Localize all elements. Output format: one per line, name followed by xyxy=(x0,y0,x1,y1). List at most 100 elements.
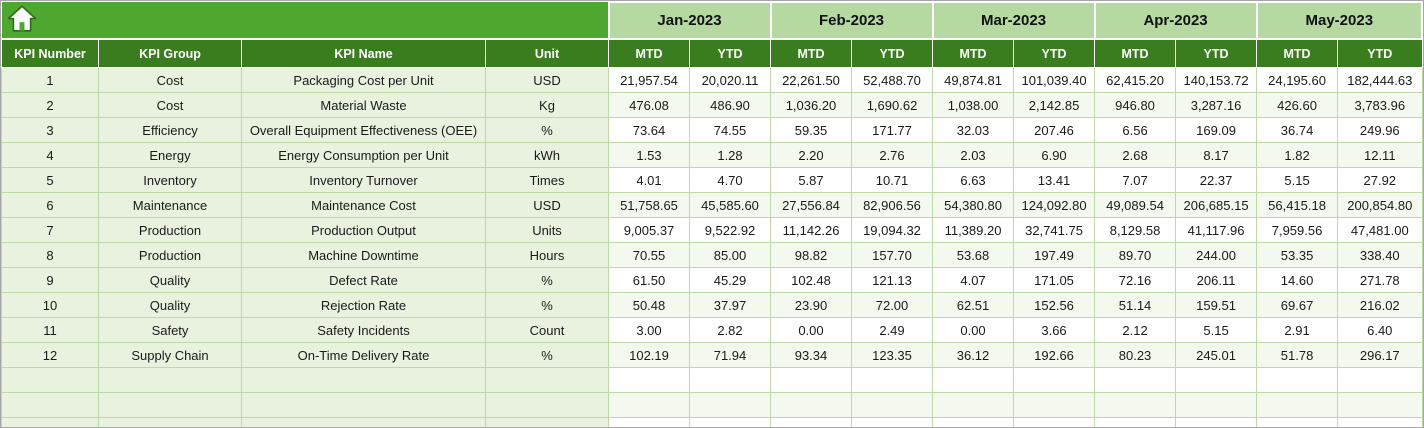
empty-cell[interactable] xyxy=(608,367,690,393)
value-cell[interactable]: 72.00 xyxy=(850,292,934,318)
value-cell[interactable]: 27,556.84 xyxy=(770,192,852,218)
kpi-number-cell[interactable]: 12 xyxy=(1,342,99,368)
value-cell[interactable]: 9,522.92 xyxy=(689,217,771,243)
value-cell[interactable]: 338.40 xyxy=(1337,242,1423,268)
value-cell[interactable]: 207.46 xyxy=(1013,117,1096,143)
unit-cell[interactable]: kWh xyxy=(485,142,609,168)
kpi-group-cell[interactable]: Energy xyxy=(98,142,242,168)
empty-cell[interactable] xyxy=(1256,417,1339,427)
unit-cell[interactable]: Kg xyxy=(485,92,609,118)
value-cell[interactable]: 98.82 xyxy=(770,242,852,268)
value-cell[interactable]: 244.00 xyxy=(1175,242,1258,268)
value-cell[interactable]: 13.41 xyxy=(1013,167,1096,193)
kpi-name-cell[interactable]: Material Waste xyxy=(241,92,486,118)
unit-cell[interactable]: Hours xyxy=(485,242,609,268)
value-cell[interactable]: 192.66 xyxy=(1013,342,1096,368)
value-cell[interactable]: 70.55 xyxy=(608,242,690,268)
empty-cell[interactable] xyxy=(770,367,852,393)
empty-cell[interactable] xyxy=(770,392,852,418)
kpi-group-cell[interactable]: Efficiency xyxy=(98,117,242,143)
value-cell[interactable]: 14.60 xyxy=(1256,267,1339,293)
kpi-name-cell[interactable]: Rejection Rate xyxy=(241,292,486,318)
value-cell[interactable]: 56,415.18 xyxy=(1256,192,1339,218)
value-cell[interactable]: 80.23 xyxy=(1094,342,1177,368)
value-cell[interactable]: 45,585.60 xyxy=(689,192,771,218)
value-cell[interactable]: 45.29 xyxy=(689,267,771,293)
kpi-number-cell[interactable]: 1 xyxy=(1,67,99,93)
kpi-group-cell[interactable]: Production xyxy=(98,217,242,243)
value-cell[interactable]: 7,959.56 xyxy=(1256,217,1339,243)
value-cell[interactable]: 51.14 xyxy=(1094,292,1177,318)
value-cell[interactable]: 61.50 xyxy=(608,267,690,293)
kpi-group-cell[interactable]: Cost xyxy=(98,67,242,93)
empty-cell[interactable] xyxy=(1256,367,1339,393)
kpi-number-cell[interactable]: 11 xyxy=(1,317,99,343)
value-cell[interactable]: 152.56 xyxy=(1013,292,1096,318)
value-cell[interactable]: 27.92 xyxy=(1337,167,1423,193)
empty-cell[interactable] xyxy=(98,367,242,393)
value-cell[interactable]: 21,957.54 xyxy=(608,67,690,93)
value-cell[interactable]: 49,874.81 xyxy=(932,67,1015,93)
kpi-group-cell[interactable]: Supply Chain xyxy=(98,342,242,368)
empty-cell[interactable] xyxy=(241,367,486,393)
empty-cell[interactable] xyxy=(1175,367,1258,393)
empty-cell[interactable] xyxy=(1094,367,1177,393)
value-cell[interactable]: 41,117.96 xyxy=(1175,217,1258,243)
value-cell[interactable]: 37.97 xyxy=(689,292,771,318)
empty-cell[interactable] xyxy=(689,392,771,418)
value-cell[interactable]: 216.02 xyxy=(1337,292,1423,318)
unit-cell[interactable]: Units xyxy=(485,217,609,243)
value-cell[interactable]: 121.13 xyxy=(850,267,934,293)
value-cell[interactable]: 69.67 xyxy=(1256,292,1339,318)
value-cell[interactable]: 2.49 xyxy=(850,317,934,343)
value-cell[interactable]: 124,092.80 xyxy=(1013,192,1096,218)
kpi-number-cell[interactable]: 8 xyxy=(1,242,99,268)
kpi-group-cell[interactable]: Safety xyxy=(98,317,242,343)
value-cell[interactable]: 51.78 xyxy=(1256,342,1339,368)
value-cell[interactable]: 0.00 xyxy=(770,317,852,343)
kpi-number-cell[interactable]: 10 xyxy=(1,292,99,318)
value-cell[interactable]: 169.09 xyxy=(1175,117,1258,143)
value-cell[interactable]: 200,854.80 xyxy=(1337,192,1423,218)
value-cell[interactable]: 197.49 xyxy=(1013,242,1096,268)
value-cell[interactable]: 2.82 xyxy=(689,317,771,343)
value-cell[interactable]: 2.03 xyxy=(932,142,1015,168)
value-cell[interactable]: 53.35 xyxy=(1256,242,1339,268)
value-cell[interactable]: 62,415.20 xyxy=(1094,67,1177,93)
value-cell[interactable]: 52,488.70 xyxy=(850,67,934,93)
unit-cell[interactable]: % xyxy=(485,292,609,318)
empty-cell[interactable] xyxy=(850,417,934,427)
value-cell[interactable]: 946.80 xyxy=(1094,92,1177,118)
value-cell[interactable]: 1.28 xyxy=(689,142,771,168)
value-cell[interactable]: 36.12 xyxy=(932,342,1015,368)
value-cell[interactable]: 8,129.58 xyxy=(1094,217,1177,243)
value-cell[interactable]: 6.63 xyxy=(932,167,1015,193)
value-cell[interactable]: 486.90 xyxy=(689,92,771,118)
value-cell[interactable]: 54,380.80 xyxy=(932,192,1015,218)
kpi-name-cell[interactable]: On-Time Delivery Rate xyxy=(241,342,486,368)
empty-cell[interactable] xyxy=(932,392,1015,418)
kpi-number-cell[interactable]: 5 xyxy=(1,167,99,193)
value-cell[interactable]: 89.70 xyxy=(1094,242,1177,268)
value-cell[interactable]: 2.91 xyxy=(1256,317,1339,343)
kpi-name-cell[interactable]: Machine Downtime xyxy=(241,242,486,268)
value-cell[interactable]: 102.19 xyxy=(608,342,690,368)
empty-cell[interactable] xyxy=(98,392,242,418)
value-cell[interactable]: 0.00 xyxy=(932,317,1015,343)
kpi-number-cell[interactable]: 7 xyxy=(1,217,99,243)
empty-cell[interactable] xyxy=(1013,367,1096,393)
empty-cell[interactable] xyxy=(932,417,1015,427)
value-cell[interactable]: 7.07 xyxy=(1094,167,1177,193)
value-cell[interactable]: 476.08 xyxy=(608,92,690,118)
kpi-group-cell[interactable]: Quality xyxy=(98,267,242,293)
value-cell[interactable]: 6.90 xyxy=(1013,142,1096,168)
value-cell[interactable]: 3.66 xyxy=(1013,317,1096,343)
empty-cell[interactable] xyxy=(1337,417,1423,427)
value-cell[interactable]: 73.64 xyxy=(608,117,690,143)
value-cell[interactable]: 72.16 xyxy=(1094,267,1177,293)
value-cell[interactable]: 3,287.16 xyxy=(1175,92,1258,118)
value-cell[interactable]: 6.40 xyxy=(1337,317,1423,343)
value-cell[interactable]: 1.53 xyxy=(608,142,690,168)
value-cell[interactable]: 159.51 xyxy=(1175,292,1258,318)
empty-cell[interactable] xyxy=(485,417,609,427)
